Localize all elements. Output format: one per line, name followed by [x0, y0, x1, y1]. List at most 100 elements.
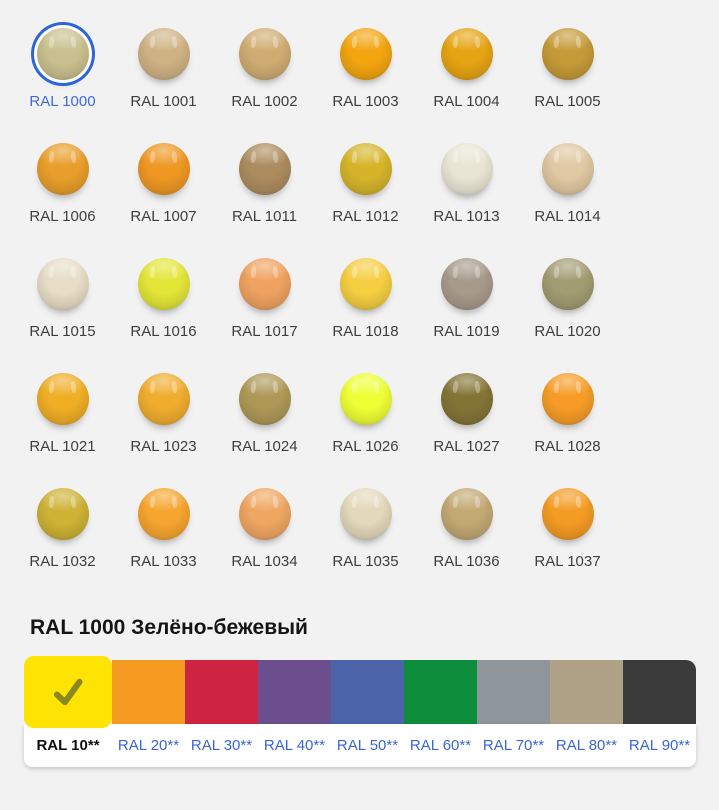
swatch-ral-1024[interactable]: RAL 1024 — [214, 359, 315, 474]
swatch-code-label: RAL 1015 — [29, 323, 96, 340]
swatch-ral-1028[interactable]: RAL 1028 — [517, 359, 618, 474]
tab-ral-70[interactable] — [477, 660, 550, 724]
swatch-code-label: RAL 1028 — [534, 438, 601, 455]
swatch-ral-1005[interactable]: RAL 1005 — [517, 14, 618, 129]
swatch-ral-1019[interactable]: RAL 1019 — [416, 244, 517, 359]
swatch-code-label: RAL 1011 — [231, 208, 298, 225]
sphere-icon — [541, 258, 594, 310]
swatch-ral-1036[interactable]: RAL 1036 — [416, 474, 517, 589]
check-icon — [53, 678, 83, 706]
sphere-icon — [36, 373, 89, 425]
swatch-code-label: RAL 1007 — [130, 208, 197, 225]
swatch-ral-1016[interactable]: RAL 1016 — [113, 244, 214, 359]
swatch-ral-1017[interactable]: RAL 1017 — [214, 244, 315, 359]
tab-label-ral-10[interactable]: RAL 10** — [36, 737, 100, 754]
swatch-ral-1021[interactable]: RAL 1021 — [12, 359, 113, 474]
swatch-ral-1037[interactable]: RAL 1037 — [517, 474, 618, 589]
sphere-icon — [36, 258, 89, 310]
swatch-ral-1012[interactable]: RAL 1012 — [315, 129, 416, 244]
tab-ral-40[interactable] — [258, 660, 331, 724]
ral-grid: RAL 1000 RAL 1001 RAL 1002 RAL 1003 RAL 1004… — [0, 0, 719, 589]
sphere-icon — [137, 258, 190, 310]
swatch-ral-1000[interactable]: RAL 1000 — [12, 14, 113, 129]
tab-ral-30[interactable] — [185, 660, 258, 724]
series-label-strip: RAL 10** RAL 20** RAL 30** RAL 40** RAL 50**… — [24, 724, 696, 767]
swatch-ral-1018[interactable]: RAL 1018 — [315, 244, 416, 359]
sphere-icon — [440, 488, 493, 540]
swatch-ral-1020[interactable]: RAL 1020 — [517, 244, 618, 359]
sphere-icon — [541, 28, 594, 80]
swatch-ral-1027[interactable]: RAL 1027 — [416, 359, 517, 474]
sphere-icon — [137, 373, 190, 425]
swatch-ral-1013[interactable]: RAL 1013 — [416, 129, 517, 244]
sphere-icon — [36, 488, 89, 540]
tab-label-ral-70[interactable]: RAL 70** — [482, 737, 545, 754]
swatch-ral-1004[interactable]: RAL 1004 — [416, 14, 517, 129]
swatch-code-label: RAL 1037 — [534, 553, 601, 570]
sphere-icon — [440, 258, 493, 310]
tab-label-ral-30[interactable]: RAL 30** — [190, 737, 253, 754]
sphere-icon — [339, 258, 392, 310]
swatch-code-label: RAL 1032 — [29, 553, 96, 570]
swatch-code-label: RAL 1014 — [534, 208, 601, 225]
swatch-ral-1003[interactable]: RAL 1003 — [315, 14, 416, 129]
swatch-ral-1032[interactable]: RAL 1032 — [12, 474, 113, 589]
tab-label-ral-20[interactable]: RAL 20** — [117, 737, 180, 754]
swatch-ral-1034[interactable]: RAL 1034 — [214, 474, 315, 589]
sphere-icon — [339, 28, 392, 80]
tab-ral-60[interactable] — [404, 660, 477, 724]
sphere-icon — [541, 373, 594, 425]
swatch-code-label: RAL 1001 — [130, 93, 197, 110]
swatch-ral-1011[interactable]: RAL 1011 — [214, 129, 315, 244]
swatch-code-label: RAL 1020 — [534, 323, 601, 340]
tab-ral-10[interactable] — [24, 656, 112, 728]
series-swatch-row — [24, 656, 696, 728]
sphere-icon — [238, 373, 291, 425]
tab-label-ral-40[interactable]: RAL 40** — [263, 737, 326, 754]
swatch-code-label: RAL 1002 — [231, 93, 298, 110]
sphere-icon — [137, 143, 190, 195]
sphere-icon — [339, 488, 392, 540]
sphere-icon — [440, 28, 493, 80]
swatch-code-label: RAL 1019 — [433, 323, 500, 340]
sphere-icon — [339, 373, 392, 425]
swatch-ral-1006[interactable]: RAL 1006 — [12, 129, 113, 244]
tab-ral-20[interactable] — [112, 660, 185, 724]
sphere-icon — [36, 143, 89, 195]
tab-label-ral-50[interactable]: RAL 50** — [336, 737, 399, 754]
sphere-icon — [137, 28, 190, 80]
swatch-ral-1023[interactable]: RAL 1023 — [113, 359, 214, 474]
swatch-code-label: RAL 1036 — [433, 553, 500, 570]
sphere-icon — [238, 258, 291, 310]
swatch-code-label: RAL 1012 — [332, 208, 399, 225]
swatch-code-label: RAL 1013 — [433, 208, 500, 225]
tab-ral-50[interactable] — [331, 660, 404, 724]
sphere-icon — [541, 143, 594, 195]
sphere-icon — [238, 488, 291, 540]
sphere-icon — [541, 488, 594, 540]
swatch-code-label: RAL 1016 — [130, 323, 197, 340]
swatch-ral-1002[interactable]: RAL 1002 — [214, 14, 315, 129]
tab-ral-80[interactable] — [550, 660, 623, 724]
tab-label-ral-80[interactable]: RAL 80** — [555, 737, 618, 754]
tab-label-ral-60[interactable]: RAL 60** — [409, 737, 472, 754]
swatch-ral-1033[interactable]: RAL 1033 — [113, 474, 214, 589]
swatch-ral-1014[interactable]: RAL 1014 — [517, 129, 618, 244]
swatch-code-label: RAL 1004 — [433, 93, 500, 110]
swatch-code-label: RAL 1021 — [29, 438, 96, 455]
swatch-ral-1035[interactable]: RAL 1035 — [315, 474, 416, 589]
swatch-ral-1001[interactable]: RAL 1001 — [113, 14, 214, 129]
swatch-code-label: RAL 1026 — [332, 438, 399, 455]
swatch-code-label: RAL 1034 — [231, 553, 298, 570]
swatch-code-label: RAL 1005 — [534, 93, 601, 110]
swatch-ral-1015[interactable]: RAL 1015 — [12, 244, 113, 359]
sphere-icon — [440, 373, 493, 425]
swatch-ral-1026[interactable]: RAL 1026 — [315, 359, 416, 474]
swatch-code-label: RAL 1017 — [231, 323, 298, 340]
swatch-code-label: RAL 1023 — [130, 438, 197, 455]
tab-label-ral-90[interactable]: RAL 90** — [628, 737, 691, 754]
swatch-ral-1007[interactable]: RAL 1007 — [113, 129, 214, 244]
sphere-icon — [339, 143, 392, 195]
tab-ral-90[interactable] — [623, 660, 696, 724]
